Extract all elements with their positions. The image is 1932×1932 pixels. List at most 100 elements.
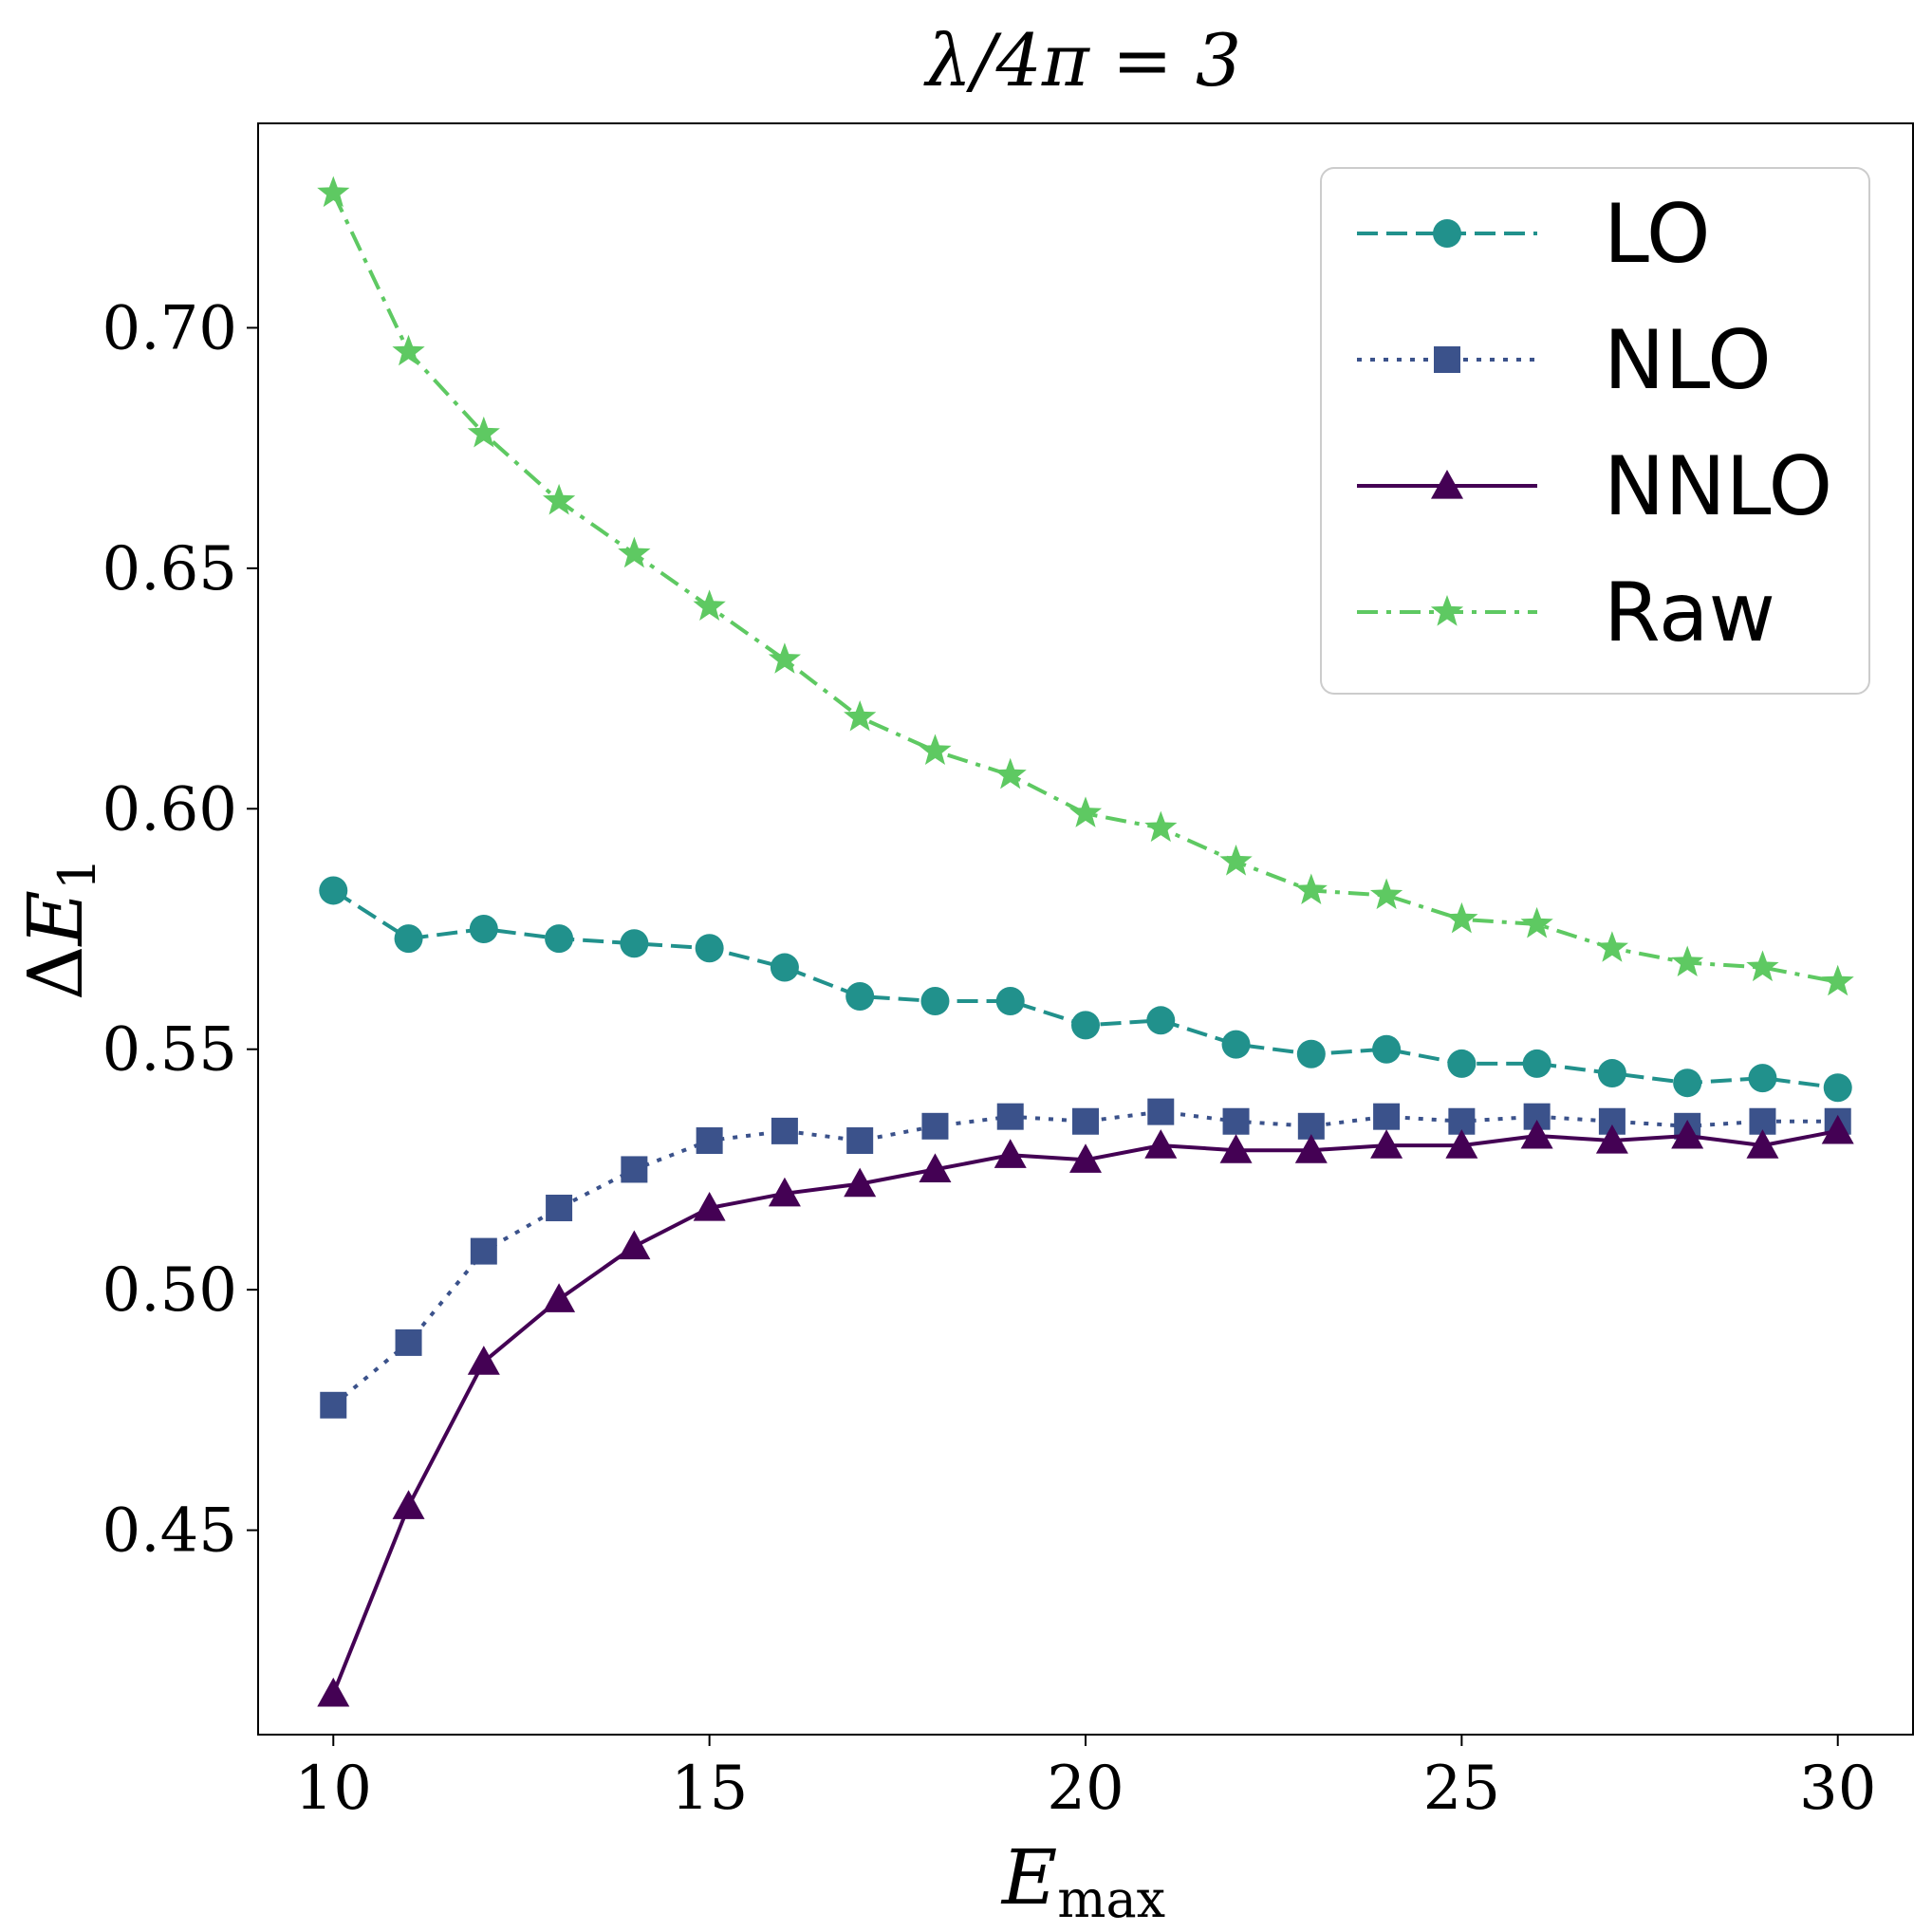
data-point-raw [467, 416, 500, 448]
data-point-raw [1294, 873, 1328, 904]
data-point-raw [1068, 796, 1103, 827]
data-point-lo [1221, 1030, 1251, 1059]
legend-marker-raw [1430, 595, 1464, 626]
data-point-lo [1522, 1049, 1551, 1078]
data-point-nlo [546, 1194, 573, 1221]
data-point-lo [1296, 1039, 1326, 1068]
chart-title: λ/4π = 3 [923, 18, 1241, 102]
data-point-nlo [696, 1127, 723, 1155]
data-point-nnlo [1445, 1129, 1478, 1159]
data-point-lo [394, 924, 423, 954]
data-point-nnlo [1595, 1124, 1628, 1154]
data-point-raw [543, 483, 576, 515]
series-layer [317, 176, 1854, 1707]
data-point-nlo [771, 1117, 798, 1144]
data-point-nnlo [994, 1139, 1027, 1168]
data-point-nlo [470, 1237, 497, 1265]
data-point-nnlo [844, 1167, 877, 1198]
data-point-lo [695, 934, 724, 963]
legend-marker-nnlo [1431, 470, 1463, 499]
y-tick-label: 0.45 [102, 1496, 238, 1567]
data-point-raw [317, 176, 350, 208]
data-point-raw [994, 757, 1027, 790]
data-point-nnlo [1069, 1143, 1102, 1173]
data-point-raw [1671, 945, 1704, 976]
data-point-lo [845, 981, 875, 1011]
data-point-nlo [846, 1127, 874, 1155]
data-point-nnlo [1821, 1114, 1854, 1144]
y-tick-label: 0.55 [102, 1015, 238, 1086]
data-point-nnlo [1671, 1119, 1704, 1149]
data-point-nnlo [919, 1153, 952, 1183]
data-point-raw [919, 734, 952, 765]
data-point-nnlo [1520, 1119, 1553, 1149]
data-point-nnlo [618, 1230, 651, 1260]
data-point-nlo [320, 1391, 347, 1419]
legend-label-lo: LO [1604, 187, 1711, 282]
data-point-raw [1821, 964, 1854, 996]
data-point-nlo [395, 1328, 422, 1356]
legend-marker-lo [1433, 219, 1461, 248]
data-point-lo [545, 924, 574, 954]
data-point-raw [1746, 950, 1779, 982]
y-axis-label-sub: 1 [47, 858, 107, 890]
legend: LO NLO NNLO Raw [1320, 167, 1870, 695]
x-tick-label: 30 [1799, 1754, 1876, 1824]
data-point-lo [1146, 1006, 1176, 1035]
data-point-lo [1748, 1064, 1777, 1093]
data-point-nnlo [317, 1677, 350, 1707]
plot-frame [257, 122, 1914, 1736]
legend-frame [1320, 167, 1870, 695]
data-point-nlo [1147, 1098, 1175, 1125]
data-point-lo [1673, 1068, 1702, 1098]
legend-marker-nlo [1434, 346, 1460, 373]
data-point-nnlo [1746, 1129, 1779, 1159]
x-tick-label: 20 [1047, 1754, 1124, 1824]
series-nlo [320, 1098, 1851, 1419]
data-point-nlo [1222, 1107, 1250, 1135]
data-point-lo [1071, 1011, 1100, 1040]
series-lo [319, 876, 1852, 1103]
data-point-raw [1144, 810, 1178, 843]
data-point-nnlo [693, 1191, 726, 1221]
data-point-lo [469, 915, 498, 943]
x-axis-label: Emax [1000, 1833, 1165, 1929]
data-point-nnlo [1294, 1134, 1328, 1163]
y-tick-label: 0.50 [102, 1255, 238, 1326]
x-tick-label: 10 [295, 1754, 372, 1824]
series-line-raw [331, 192, 1839, 984]
series-raw [317, 176, 1854, 996]
data-point-lo [995, 987, 1025, 1016]
data-point-nnlo [392, 1490, 425, 1519]
data-point-nlo [996, 1103, 1024, 1130]
data-point-nlo [1072, 1107, 1099, 1135]
data-point-lo [1447, 1049, 1477, 1078]
data-point-nlo [921, 1112, 949, 1140]
data-point-nnlo [1370, 1129, 1403, 1159]
x-tick-label: 25 [1423, 1754, 1500, 1824]
axes-layer: 10 15 20 25 30 0.45 0.50 0.55 0.60 0.65 0.70 [102, 293, 1877, 1824]
y-axis-label: ΔE1 [11, 858, 107, 1001]
data-point-raw [1219, 845, 1253, 876]
data-point-nnlo [543, 1283, 576, 1312]
data-point-nnlo [467, 1346, 500, 1375]
data-point-raw [693, 589, 726, 621]
data-point-raw [844, 700, 877, 732]
y-tick-label: 0.70 [102, 293, 238, 363]
data-point-raw [392, 334, 425, 366]
data-point-lo [1597, 1059, 1626, 1088]
data-point-nlo [621, 1156, 648, 1183]
legend-label-nnlo: NNLO [1604, 439, 1832, 534]
y-axis-label-main: E [11, 890, 100, 947]
legend-label-nlo: NLO [1604, 313, 1772, 408]
series-nnlo [317, 1114, 1854, 1707]
data-point-lo [1823, 1073, 1852, 1103]
data-point-raw [1595, 931, 1628, 962]
data-point-raw [1520, 906, 1553, 938]
data-point-nnlo [768, 1177, 801, 1207]
data-point-raw [768, 642, 801, 674]
data-point-lo [770, 953, 799, 982]
data-point-raw [618, 536, 651, 568]
data-point-nnlo [1219, 1134, 1253, 1163]
